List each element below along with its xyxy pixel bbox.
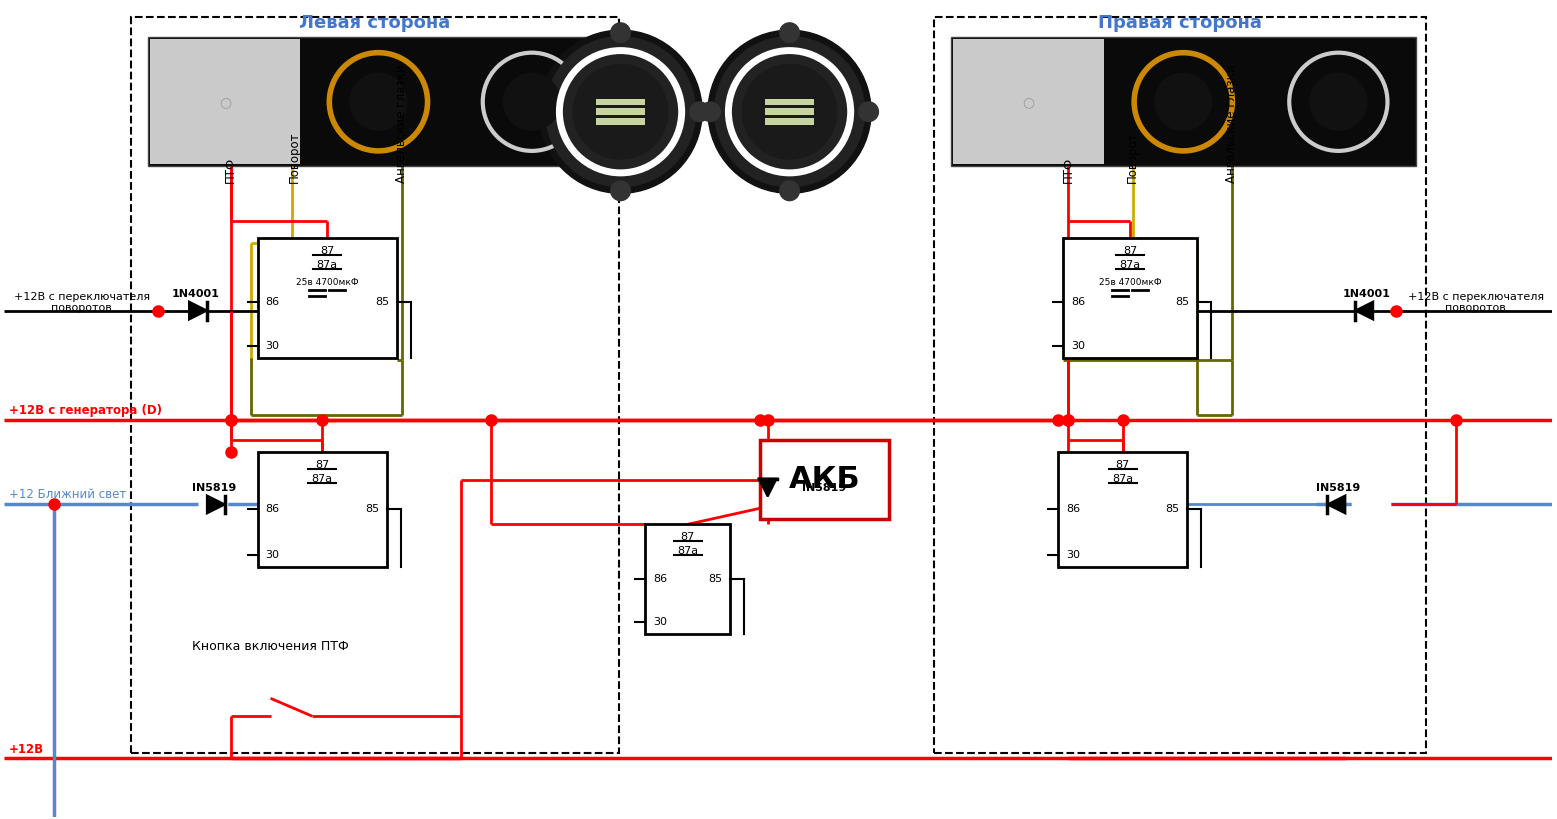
Text: 87а: 87а [1119,260,1141,270]
Circle shape [610,23,631,43]
Text: 85: 85 [1176,296,1190,306]
Text: 85: 85 [1165,505,1179,514]
Polygon shape [207,495,224,514]
Text: +12В с переключателя
поворотов: +12В с переключателя поворотов [1408,292,1543,314]
Text: 87: 87 [315,459,330,470]
Bar [131,17,618,753]
Text: 87: 87 [1123,246,1137,256]
Bar [257,238,397,358]
Polygon shape [758,478,777,496]
Bar [934,17,1426,753]
Circle shape [545,37,696,187]
Text: Поворот: Поворот [288,132,301,183]
Circle shape [531,102,551,121]
Text: +12В с генератора (D): +12В с генератора (D) [9,404,162,417]
Text: ○: ○ [220,95,230,109]
Bar [953,39,1104,165]
Circle shape [350,74,406,130]
Text: 87а: 87а [311,473,333,484]
Circle shape [690,102,710,121]
Text: Кнопка включения ПТФ: Кнопка включения ПТФ [192,640,349,653]
Bar [951,37,1415,166]
Text: 30: 30 [266,550,280,560]
Bar [1063,238,1197,358]
Circle shape [539,30,702,193]
Text: 30: 30 [1067,550,1081,560]
Text: IN5819: IN5819 [802,482,847,492]
Text: IN5819: IN5819 [192,482,237,492]
Text: 30: 30 [654,617,668,627]
Circle shape [610,181,631,201]
Text: 86: 86 [1071,296,1085,306]
Circle shape [859,102,878,121]
Circle shape [573,65,668,159]
Text: Правая сторона: Правая сторона [1098,14,1261,32]
Bar [764,118,814,124]
Text: 86: 86 [266,296,280,306]
Polygon shape [1355,301,1373,319]
Circle shape [715,37,864,187]
Text: ○: ○ [1021,95,1034,109]
Text: 87: 87 [321,246,335,256]
Bar [764,98,814,105]
Bar [148,37,609,166]
Text: 25в 4700мкФ: 25в 4700мкФ [296,278,358,287]
Text: 87а: 87а [677,546,698,556]
Bar [764,108,814,115]
Text: 1N4001: 1N4001 [1342,288,1390,299]
Text: 86: 86 [1067,505,1081,514]
Bar [1059,452,1188,567]
Text: 86: 86 [266,505,280,514]
Text: +12В с переключателя
поворотов: +12В с переключателя поворотов [14,292,149,314]
Circle shape [780,181,799,201]
Polygon shape [188,301,207,319]
Bar [257,452,386,567]
Circle shape [1309,74,1367,130]
Circle shape [780,23,799,43]
Text: ПТФ: ПТФ [1062,157,1074,183]
Bar [596,118,645,124]
Text: 85: 85 [375,296,389,306]
Text: +12 Ближний свет: +12 Ближний свет [9,488,126,501]
Text: 87: 87 [1115,459,1130,470]
Text: 86: 86 [654,574,668,584]
Text: 87: 87 [680,532,694,542]
Bar [596,108,645,115]
Text: 87а: 87а [1112,473,1133,484]
Text: 25в 4700мкФ: 25в 4700мкФ [1099,278,1162,287]
Text: +12В: +12В [9,743,44,756]
Text: Поворот: Поворот [1126,132,1140,183]
Text: 30: 30 [1071,342,1085,351]
Text: Ангельские глазки: Ангельские глазки [1225,65,1238,183]
Circle shape [701,102,721,121]
Circle shape [503,74,561,130]
Text: ПТФ: ПТФ [224,157,237,183]
Bar [151,39,301,165]
Circle shape [743,65,836,159]
Bar [646,524,730,634]
Text: АКБ: АКБ [788,465,859,494]
Text: 30: 30 [266,342,280,351]
Circle shape [708,30,870,193]
Text: 85: 85 [364,505,378,514]
Text: 87а: 87а [316,260,338,270]
Text: 1N4001: 1N4001 [173,288,220,299]
Text: 85: 85 [708,574,722,584]
Circle shape [1155,74,1211,130]
Text: Ангельские глазки: Ангельские глазки [395,65,408,183]
Polygon shape [1328,495,1345,514]
Text: IN5819: IN5819 [1316,482,1361,492]
Bar [760,440,889,519]
Text: Левая сторона: Левая сторона [299,14,450,32]
Bar [596,98,645,105]
